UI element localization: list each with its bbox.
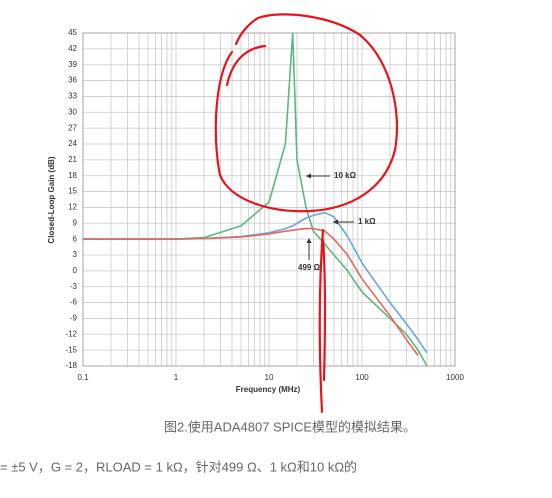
- x-tick-label: 1: [174, 373, 179, 382]
- plot-area: -18-15-12-9-6-30369121518212427303336394…: [65, 28, 464, 382]
- x-tick-label: 10: [265, 373, 274, 382]
- caption: 图2.使用ADA4807 SPICE模型的模拟结果。: [164, 419, 416, 434]
- arrow-head: [306, 173, 311, 179]
- series-line: [83, 227, 419, 356]
- y-tick-label: 27: [68, 123, 77, 132]
- series-label: 499 Ω: [298, 263, 321, 272]
- series-label: 1 kΩ: [358, 217, 376, 226]
- y-tick-label: 6: [73, 234, 78, 243]
- y-tick-label: 12: [68, 203, 77, 212]
- y-tick-label: -12: [65, 329, 77, 338]
- y-tick-label: -15: [65, 345, 77, 354]
- y-tick-label: 24: [68, 139, 77, 148]
- y-tick-label: 30: [68, 107, 77, 116]
- x-tick-label: 1000: [446, 373, 464, 382]
- series-line: [83, 32, 428, 367]
- y-tick-label: 9: [73, 218, 78, 227]
- series-label: 10 kΩ: [334, 171, 357, 180]
- y-tick-label: 0: [73, 266, 78, 275]
- y-tick-label: -18: [65, 361, 77, 370]
- y-tick-label: -9: [70, 314, 78, 323]
- x-tick-label: 100: [355, 373, 369, 382]
- hand-annotation: [214, 13, 399, 414]
- y-tick-label: 15: [68, 187, 77, 196]
- y-tick-label: -3: [70, 282, 78, 291]
- y-tick-label: 42: [68, 44, 77, 53]
- y-tick-label: 18: [68, 171, 77, 180]
- note: = ±5 V，G = 2，RLOAD = 1 kΩ，针对499 Ω、1 kΩ和1…: [0, 459, 357, 474]
- y-axis-label: Closed-Loop Gain (dB): [47, 156, 56, 243]
- y-tick-label: 21: [68, 155, 77, 164]
- circle-stroke: [214, 13, 399, 213]
- x-tick-label: 0.1: [77, 373, 89, 382]
- y-tick-label: 3: [73, 250, 78, 259]
- arrow-head: [333, 219, 338, 225]
- y-tick-label: -6: [70, 298, 78, 307]
- x-axis-label: Frequency (MHz): [236, 385, 301, 394]
- y-tick-label: 36: [68, 76, 77, 85]
- y-tick-label: 33: [68, 92, 77, 101]
- plot-frame: [82, 32, 456, 367]
- y-tick-label: 39: [68, 60, 77, 69]
- line-stroke: [318, 228, 327, 414]
- y-tick-label: 45: [68, 28, 77, 37]
- series-labels: 10 kΩ 1 kΩ 499 Ω: [298, 171, 376, 272]
- series-line: [83, 211, 428, 354]
- arrow-head: [306, 238, 312, 243]
